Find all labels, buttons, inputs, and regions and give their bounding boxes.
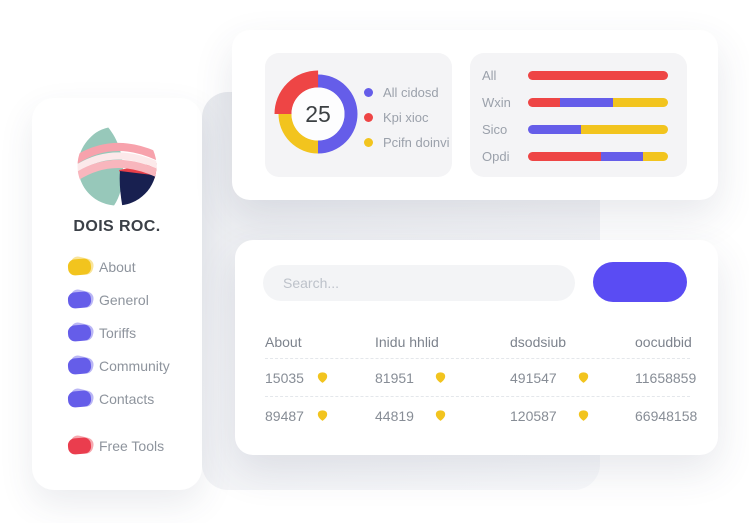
donut-segment-red (274, 70, 362, 158)
bar-segment-yellow (613, 98, 668, 107)
menu-item-icon (67, 386, 96, 408)
table-cell: 11658859 (635, 369, 697, 386)
table-cell: 66948158 (635, 407, 698, 424)
sidebar-item-label: Generol (99, 291, 149, 308)
bar-segment-red (528, 98, 561, 107)
cell-value: 491547 (510, 369, 557, 386)
table-cell: 491547 (510, 370, 635, 386)
bar-segment-blue (560, 98, 614, 107)
sidebar-item-label: Community (99, 357, 170, 374)
menu-item-icon (67, 254, 96, 276)
menu-item-icon (67, 353, 96, 375)
bar-row: Wxin (482, 89, 668, 116)
bar-segment-yellow (642, 152, 668, 161)
cell-value: 15035 (265, 369, 304, 386)
shield-icon (578, 410, 588, 421)
sidebar-menu: About Generol Toriffs Community Contacts… (67, 250, 202, 462)
donut-legend: All cidosd Kpi xioc Pcifn doinvi (364, 85, 449, 150)
brand-logo (77, 126, 157, 206)
table-cell: 44819 (375, 408, 510, 424)
bar-track (528, 125, 668, 134)
shield-icon (435, 410, 446, 421)
bar-row: Sico (482, 116, 668, 143)
donut-chart: 25 (274, 70, 362, 158)
bar-label: Opdi (482, 149, 510, 164)
table-row: 15035 81951 491547 11658859 (265, 358, 696, 396)
bars-panel: All Wxin Sico Opdi (470, 53, 687, 177)
sidebar-item-toriffs[interactable]: Toriffs (67, 316, 202, 349)
stats-card: 25 All cidosd Kpi xioc Pcifn doinvi (232, 30, 718, 200)
table-cell: 15035 (265, 370, 375, 386)
sidebar-item-generol[interactable]: Generol (67, 283, 202, 316)
donut-hole (291, 87, 345, 141)
cell-value: 81951 (375, 369, 414, 386)
bar-label: All (482, 68, 497, 83)
menu-item-icon (67, 433, 96, 455)
shield-icon (317, 372, 328, 383)
sidebar-item-label: Toriffs (99, 324, 137, 341)
sidebar-item-community[interactable]: Community (67, 349, 202, 382)
sidebar: DOIS ROC. About Generol Toriffs Communit… (32, 98, 202, 490)
table-cell: 81951 (375, 370, 510, 386)
search-input[interactable] (263, 265, 575, 301)
bar-segment-red (528, 71, 668, 80)
legend-item: Pcifn doinvi (364, 135, 449, 150)
shield-icon (578, 372, 588, 383)
column-header: About (265, 334, 302, 350)
bar-label: Wxin (482, 95, 511, 110)
table-cell: 89487 (265, 408, 375, 424)
sidebar-item-about[interactable]: About (67, 250, 202, 283)
brand-logo-image (77, 126, 157, 206)
legend-item: Kpi xioc (364, 110, 449, 125)
table-card: About Inidu hhlid dsodsiub oocudbid 1503… (235, 240, 718, 455)
cell-value: 44819 (375, 407, 414, 424)
table-row: 89487 44819 120587 66948158 (265, 396, 697, 434)
menu-item-icon (67, 287, 96, 309)
cell-value: 120587 (510, 407, 557, 424)
donut-center-value: 25 (305, 101, 331, 127)
legend-label: Pcifn doinvi (383, 135, 450, 150)
legend-item: All cidosd (364, 85, 449, 100)
primary-button[interactable] (593, 262, 687, 302)
legend-dot-icon (364, 88, 373, 97)
legend-label: All cidosd (383, 85, 439, 100)
sidebar-item-contacts[interactable]: Contacts (67, 382, 202, 415)
shield-icon (317, 410, 328, 421)
bar-label: Sico (482, 122, 508, 137)
bar-row: Opdi (482, 143, 668, 170)
cell-value: 89487 (265, 407, 304, 424)
column-header: oocudbid (635, 334, 692, 350)
menu-item-icon (67, 320, 96, 342)
donut-panel: 25 All cidosd Kpi xioc Pcifn doinvi (265, 53, 452, 177)
legend-dot-icon (364, 138, 373, 147)
shield-icon (435, 372, 446, 383)
donut-segments (274, 70, 362, 158)
table-header-row: About Inidu hhlid dsodsiub oocudbid (265, 326, 692, 358)
data-table: About Inidu hhlid dsodsiub oocudbid 1503… (265, 326, 697, 434)
bar-segment-blue (600, 152, 643, 161)
bar-track (528, 71, 668, 80)
legend-label: Kpi xioc (383, 110, 429, 125)
sidebar-item-label: Free Tools (99, 437, 165, 454)
table-cell: 120587 (510, 408, 635, 424)
brand-name: DOIS ROC. (73, 218, 161, 235)
bar-track (528, 152, 668, 161)
sidebar-item-free-tools[interactable]: Free Tools (67, 429, 202, 462)
bar-segment-blue (528, 125, 582, 134)
sidebar-item-label: About (99, 258, 136, 275)
bar-segment-yellow (581, 125, 668, 134)
bar-row: All (482, 62, 668, 89)
legend-dot-icon (364, 113, 373, 122)
column-header: Inidu hhlid (375, 334, 439, 350)
sidebar-item-label: Contacts (99, 390, 155, 407)
bar-segment-red (528, 152, 601, 161)
bar-track (528, 98, 668, 107)
column-header: dsodsiub (510, 334, 567, 350)
